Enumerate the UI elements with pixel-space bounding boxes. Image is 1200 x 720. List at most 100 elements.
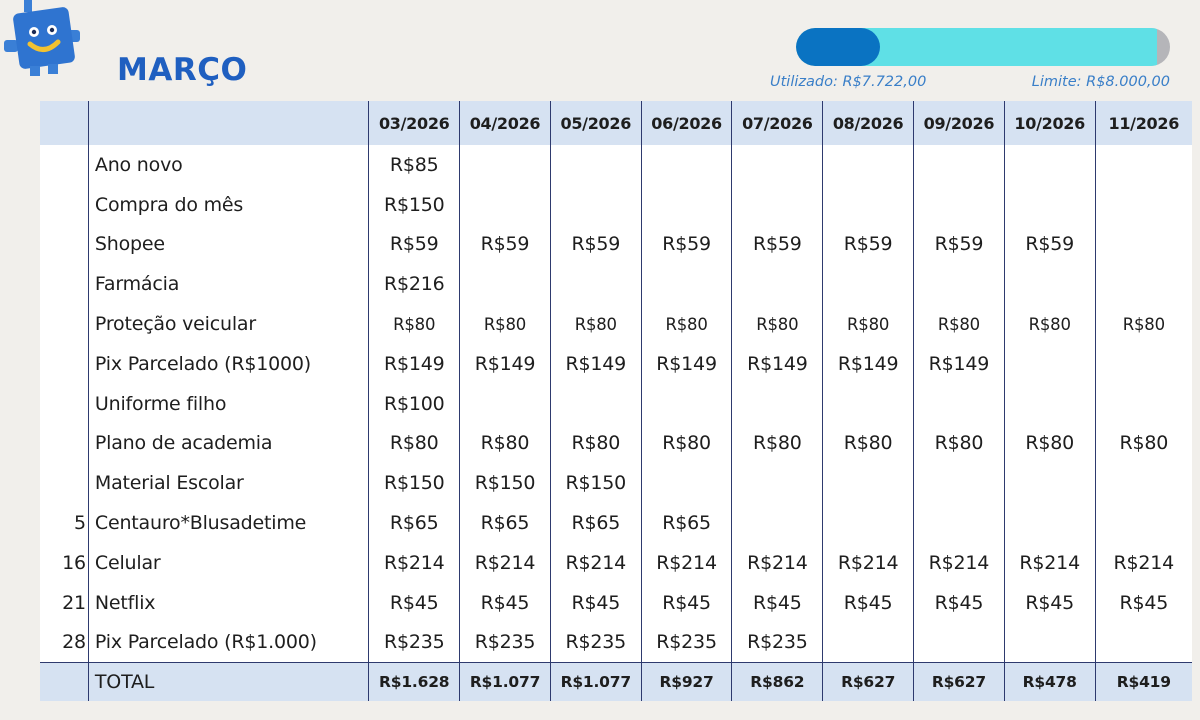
amount-cell (822, 184, 915, 225)
row-description: Centauro*Blusadetime (88, 503, 370, 543)
amount-cell: R$149 (641, 343, 733, 384)
amount-cell: R$80 (731, 304, 824, 344)
amount-cell: R$150 (368, 463, 461, 504)
amount-cell (1095, 264, 1192, 304)
limit-amount-label: Limite: R$8.000,00 (1031, 74, 1170, 90)
row-description: Ano novo (88, 145, 370, 185)
table-row: Shopee R$59 R$59 R$59 R$59 R$59 R$59 R$59 R$59 (40, 224, 1192, 265)
amount-cell: R$45 (550, 582, 642, 623)
amount-cell: R$80 (1119, 432, 1169, 455)
row-index (40, 264, 89, 305)
amount-cell: R$59 (459, 224, 551, 265)
amount-cell (913, 622, 1005, 663)
amount-cell (1004, 343, 1096, 384)
amount-cell (822, 463, 915, 504)
table-header-row: 03/2026 04/2026 05/2026 06/2026 07/2026 08/20… (40, 101, 1192, 145)
total-amount-cell: R$927 (641, 661, 733, 702)
header-description-cell (88, 101, 370, 145)
row-index (40, 145, 89, 185)
row-description: Shopee (88, 224, 370, 265)
amount-cell: R$80 (913, 423, 1005, 464)
amount-cell (1095, 185, 1192, 225)
amount-cell: R$149 (550, 343, 642, 384)
amount-cell: R$59 (550, 224, 642, 265)
amount-cell (1095, 463, 1192, 503)
amount-cell: R$85 (368, 145, 461, 185)
header-index-cell (40, 101, 89, 145)
table-row: Material Escolar R$150 R$150 R$150 (40, 463, 1192, 504)
amount-cell: R$214 (368, 542, 461, 583)
amount-cell (1095, 145, 1192, 185)
amount-cell: R$80 (550, 423, 642, 464)
row-index (40, 383, 89, 424)
amount-cell: R$80 (822, 304, 915, 344)
amount-cell (913, 463, 1005, 504)
amount-cell (550, 145, 642, 185)
total-label: TOTAL (88, 661, 370, 702)
amount-cell: R$45 (822, 582, 915, 623)
column-header-06-2026: 06/2026 (641, 101, 733, 145)
installments-table: 03/2026 04/2026 05/2026 06/2026 07/2026 08/20… (40, 101, 1192, 702)
amount-cell: R$216 (368, 264, 461, 305)
amount-cell (731, 503, 824, 543)
amount-cell: R$45 (641, 582, 733, 623)
used-amount-label: Utilizado: R$7.722,00 (770, 74, 927, 90)
amount-cell: R$80 (459, 304, 551, 344)
amount-cell: R$59 (641, 224, 733, 265)
amount-cell (641, 463, 733, 504)
table-row: Ano novo R$85 (40, 145, 1192, 185)
amount-cell: R$80 (1004, 304, 1096, 344)
amount-cell: R$80 (1004, 423, 1096, 464)
amount-cell: R$59 (913, 224, 1005, 265)
table-row: 5 Centauro*Blusadetime R$65 R$65 R$65 R$65 (40, 503, 1192, 543)
amount-cell: R$214 (1113, 551, 1175, 574)
amount-cell (641, 264, 733, 305)
amount-cell: R$80 (1122, 314, 1165, 334)
amount-cell (731, 383, 824, 424)
amount-cell: R$150 (550, 463, 642, 504)
amount-cell: R$149 (459, 343, 551, 384)
column-header-09-2026: 09/2026 (913, 101, 1005, 145)
table-row: Plano de academia R$80 R$80 R$80 R$80 R$80 R$8… (40, 423, 1192, 464)
row-index (40, 304, 89, 344)
credit-usage-knob (796, 28, 880, 66)
amount-cell: R$214 (822, 542, 915, 583)
amount-cell: R$214 (1004, 542, 1096, 583)
amount-cell: R$214 (913, 542, 1005, 583)
amount-cell (1004, 622, 1096, 663)
row-index (40, 343, 89, 384)
table-row: Pix Parcelado (R$1000) R$149 R$149 R$149 R$1… (40, 343, 1192, 384)
amount-cell: R$80 (913, 304, 1005, 344)
amount-cell (550, 184, 642, 225)
amount-cell: R$80 (822, 423, 915, 464)
amount-cell (459, 264, 551, 305)
total-amount-cell: R$1.077 (459, 661, 551, 702)
amount-cell: R$235 (641, 622, 733, 663)
amount-cell: R$235 (368, 622, 461, 663)
amount-cell: R$45 (1119, 591, 1169, 614)
page-title: MARÇO (117, 52, 248, 88)
amount-cell (459, 145, 551, 185)
amount-cell (913, 145, 1005, 185)
amount-cell (459, 184, 551, 225)
total-amount-cell: R$862 (731, 661, 824, 702)
amount-cell (1095, 344, 1192, 384)
amount-cell: R$59 (731, 224, 824, 265)
total-amount-cell: R$627 (913, 661, 1005, 702)
amount-cell (1095, 503, 1192, 543)
amount-cell: R$150 (368, 184, 461, 225)
table-row: Uniforme filho R$100 (40, 383, 1192, 424)
amount-cell (1095, 384, 1192, 424)
amount-cell: R$235 (459, 622, 551, 663)
amount-cell (731, 184, 824, 225)
amount-cell: R$45 (459, 582, 551, 623)
row-description: Celular (88, 542, 370, 583)
amount-cell: R$80 (368, 423, 461, 464)
amount-cell (731, 463, 824, 504)
amount-cell: R$65 (368, 503, 461, 543)
amount-cell: R$80 (550, 304, 642, 344)
robot-mascot-icon (0, 0, 90, 82)
amount-cell (641, 383, 733, 424)
row-index (40, 184, 89, 225)
amount-cell: R$65 (459, 503, 551, 543)
